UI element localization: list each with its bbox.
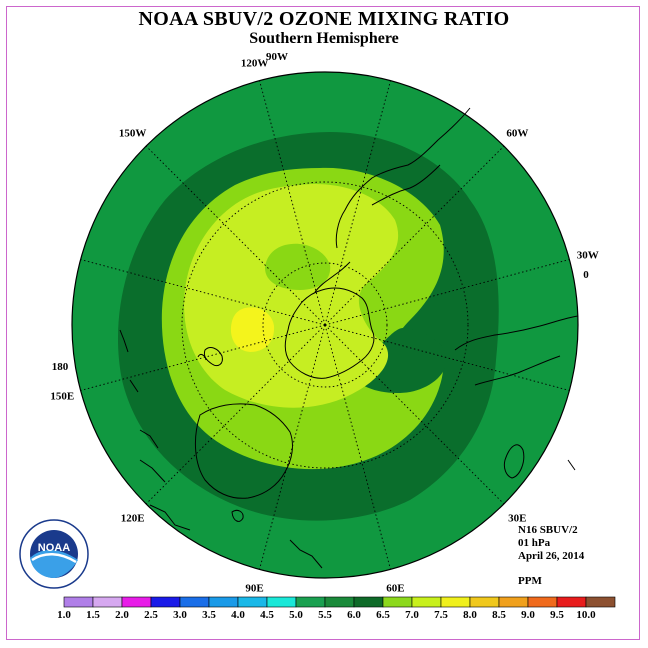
longitude-label: 90W [266, 51, 288, 63]
level-label: 01 hPa [518, 537, 551, 549]
longitude-label: 30E [508, 512, 526, 524]
longitude-label: 120W [241, 57, 269, 69]
noaa-logo-text: NOAA [38, 542, 70, 554]
field-6.5-patch [265, 243, 331, 290]
longitude-label: 90E [245, 583, 263, 595]
satellite-label: N16 SBUV/2 [518, 524, 578, 536]
longitude-label: 120E [121, 512, 145, 524]
graticule [181, 181, 469, 469]
longitude-labels: 90W 60W 30W 0 30E 60E 90E 120E 150E 180 150W 120W [50, 51, 598, 595]
noaa-logo: NOAA [19, 519, 89, 589]
map-title: NOAA SBUV/2 OZONE MIXING RATIO [138, 8, 510, 30]
longitude-label: 0 [583, 269, 589, 281]
longitude-label: 60W [506, 128, 528, 140]
longitude-label: 180 [52, 361, 69, 373]
globe-outline [71, 71, 579, 579]
longitude-label: 150W [119, 128, 147, 140]
units-label: PPM [518, 575, 542, 587]
map-subtitle: Southern Hemisphere [249, 30, 399, 47]
field-7.0 [184, 184, 399, 408]
longitude-label: 150E [50, 390, 74, 402]
date-label: April 26, 2014 [518, 550, 585, 562]
longitude-label: 30W [577, 250, 599, 262]
longitude-label: 60E [386, 583, 404, 595]
field-7.5-max [230, 307, 275, 352]
coastlines [119, 107, 579, 569]
